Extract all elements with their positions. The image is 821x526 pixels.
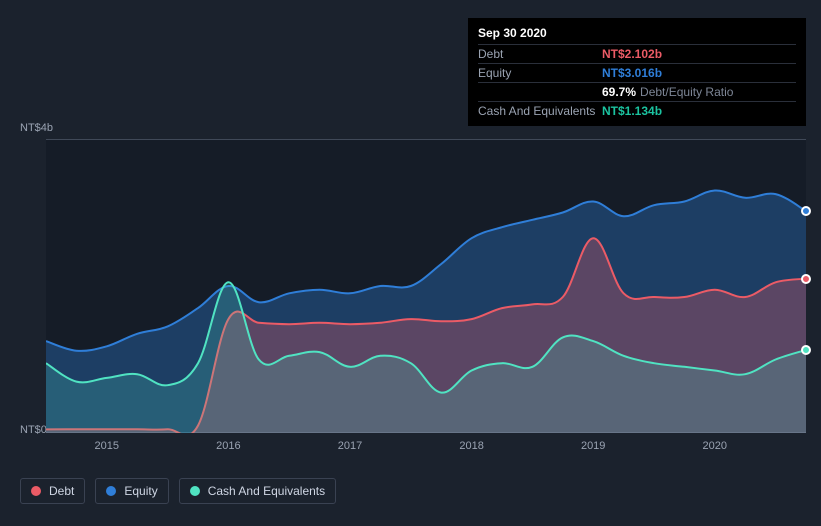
tooltip-label [478,85,602,99]
tooltip-label: Cash And Equivalents [478,104,602,118]
series-end-marker-equity [801,206,811,216]
legend-swatch [106,486,116,496]
chart-tooltip: Sep 30 2020 Debt NT$2.102b Equity NT$3.0… [468,18,806,126]
tooltip-label: Equity [478,66,602,80]
series-end-marker-cash [801,345,811,355]
x-tick-label: 2019 [581,440,605,452]
x-tick-label: 2015 [95,440,119,452]
x-axis: 2015 2016 2017 2018 2019 2020 [46,440,806,460]
tooltip-value: NT$3.016b [602,66,662,80]
tooltip-value: NT$1.134b [602,104,662,118]
tooltip-row: Equity NT$3.016b [478,63,796,82]
legend-swatch [31,486,41,496]
chart-legend: Debt Equity Cash And Equivalents [20,478,336,504]
x-tick-label: 2020 [703,440,727,452]
tooltip-row: Debt NT$2.102b [478,44,796,63]
tooltip-label: Debt [478,47,602,61]
y-tick-label: NT$4b [20,122,53,134]
legend-item-cash[interactable]: Cash And Equivalents [179,478,336,504]
tooltip-value: NT$2.102b [602,47,662,61]
tooltip-title: Sep 30 2020 [478,24,796,44]
legend-item-equity[interactable]: Equity [95,478,168,504]
legend-label: Debt [49,484,74,498]
tooltip-row: 69.7%Debt/Equity Ratio [478,82,796,101]
tooltip-row: Cash And Equivalents NT$1.134b [478,101,796,120]
x-tick-label: 2017 [338,440,362,452]
chart-plot[interactable] [46,139,806,433]
y-tick-label: NT$0 [20,424,47,436]
legend-label: Cash And Equivalents [208,484,325,498]
x-tick-label: 2016 [216,440,240,452]
x-tick-label: 2018 [459,440,483,452]
tooltip-value: 69.7%Debt/Equity Ratio [602,85,733,99]
legend-label: Equity [124,484,157,498]
series-end-marker-debt [801,274,811,284]
legend-swatch [190,486,200,496]
legend-item-debt[interactable]: Debt [20,478,85,504]
